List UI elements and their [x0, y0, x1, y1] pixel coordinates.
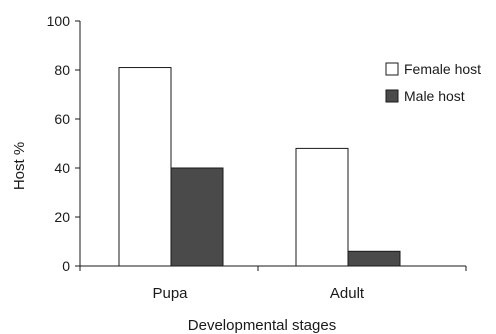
y-axis: 0 20 40 60 80 100: [47, 13, 81, 274]
bar-male-host-adult: [347, 250, 401, 267]
legend-swatch-female-host: [385, 62, 399, 76]
bar-male-host-pupa: [170, 167, 224, 267]
y-tick-label: 60: [54, 111, 70, 127]
x-axis: Pupa Adult: [79, 265, 467, 302]
y-axis-title: Host %: [11, 142, 28, 190]
y-tick-label: 20: [54, 209, 70, 225]
x-axis-title: Developmental stages: [188, 317, 336, 334]
bar-female-host-pupa: [118, 67, 172, 267]
legend-swatch-male-host: [385, 89, 399, 103]
legend-label-female-host: Female host: [404, 61, 481, 77]
y-tick-label: 0: [62, 258, 70, 274]
bar-female-host-adult: [295, 147, 349, 267]
legend-label-male-host: Male host: [404, 88, 465, 104]
legend: Female host Male host: [385, 61, 481, 104]
bars: [118, 67, 401, 267]
y-tick-label: 80: [54, 62, 70, 78]
x-tick-label: Adult: [330, 285, 365, 302]
y-tick-label: 40: [54, 160, 70, 176]
x-tick-label: Pupa: [152, 285, 188, 302]
y-tick-label: 100: [47, 13, 71, 29]
